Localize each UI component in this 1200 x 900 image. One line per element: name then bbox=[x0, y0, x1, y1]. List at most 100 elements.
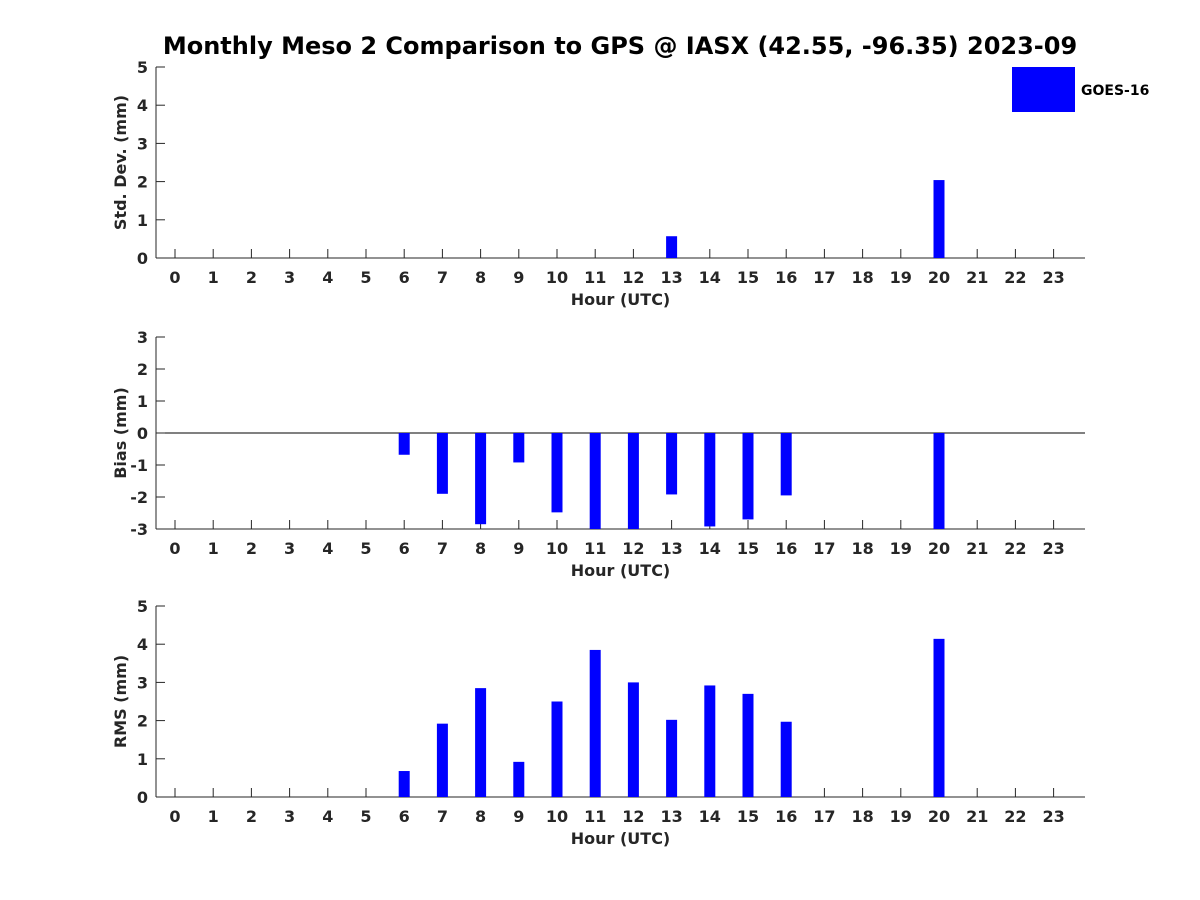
x-tick-label: 15 bbox=[737, 268, 759, 287]
figure-title: Monthly Meso 2 Comparison to GPS @ IASX … bbox=[163, 32, 1077, 60]
x-tick-label: 11 bbox=[584, 268, 606, 287]
bar-hour-14 bbox=[704, 685, 716, 797]
x-tick-label: 2 bbox=[246, 807, 257, 826]
y-tick-label: -3 bbox=[130, 520, 148, 539]
x-tick-label: 16 bbox=[775, 268, 797, 287]
x-tick-label: 5 bbox=[360, 807, 371, 826]
y-tick-label: 5 bbox=[137, 597, 148, 616]
x-tick-label: 3 bbox=[284, 807, 295, 826]
x-tick-label: 0 bbox=[169, 807, 180, 826]
x-tick-label: 13 bbox=[660, 268, 682, 287]
x-tick-label: 21 bbox=[966, 807, 988, 826]
x-tick-label: 17 bbox=[813, 807, 835, 826]
x-tick-label: 18 bbox=[851, 268, 873, 287]
bar-hour-6 bbox=[398, 771, 410, 797]
x-tick-label: 1 bbox=[208, 807, 219, 826]
x-tick-label: 4 bbox=[322, 539, 333, 558]
bar-hour-7 bbox=[436, 433, 448, 494]
bar-hour-20 bbox=[933, 638, 945, 797]
y-tick-label: 1 bbox=[137, 750, 148, 769]
legend: GOES-16 bbox=[1012, 67, 1149, 112]
x-tick-label: 8 bbox=[475, 539, 486, 558]
x-tick-label: 21 bbox=[966, 539, 988, 558]
y-axis-label: RMS (mm) bbox=[111, 655, 130, 748]
x-tick-label: 22 bbox=[1004, 268, 1026, 287]
x-tick-label: 9 bbox=[513, 807, 524, 826]
bar-hour-15 bbox=[742, 433, 754, 520]
x-tick-label: 23 bbox=[1042, 268, 1064, 287]
bar-hour-9 bbox=[513, 433, 525, 463]
x-tick-label: 15 bbox=[737, 539, 759, 558]
bar-hour-20 bbox=[933, 433, 945, 529]
x-tick-label: 4 bbox=[322, 807, 333, 826]
bar-hour-10 bbox=[551, 701, 563, 797]
x-tick-label: 18 bbox=[851, 807, 873, 826]
x-tick-label: 6 bbox=[399, 268, 410, 287]
x-axis-label: Hour (UTC) bbox=[571, 561, 671, 580]
x-tick-label: 7 bbox=[437, 807, 448, 826]
bar-hour-16 bbox=[780, 433, 792, 496]
bar-hour-16 bbox=[780, 721, 792, 797]
x-tick-label: 18 bbox=[851, 539, 873, 558]
y-tick-label: 2 bbox=[137, 712, 148, 731]
x-tick-label: 12 bbox=[622, 807, 644, 826]
x-tick-label: 13 bbox=[660, 539, 682, 558]
x-tick-label: 22 bbox=[1004, 539, 1026, 558]
bar-hour-11 bbox=[589, 649, 601, 797]
y-tick-label: 3 bbox=[137, 328, 148, 347]
x-tick-label: 21 bbox=[966, 268, 988, 287]
y-tick-label: 3 bbox=[137, 134, 148, 153]
x-tick-label: 20 bbox=[928, 268, 950, 287]
bar-hour-9 bbox=[513, 761, 525, 797]
x-tick-label: 20 bbox=[928, 807, 950, 826]
x-tick-label: 17 bbox=[813, 539, 835, 558]
x-tick-label: 11 bbox=[584, 807, 606, 826]
x-tick-label: 4 bbox=[322, 268, 333, 287]
legend-swatch bbox=[1012, 67, 1075, 112]
x-tick-label: 6 bbox=[399, 539, 410, 558]
x-tick-label: 15 bbox=[737, 807, 759, 826]
bar-hour-14 bbox=[704, 433, 716, 527]
x-tick-label: 22 bbox=[1004, 807, 1026, 826]
x-tick-label: 14 bbox=[699, 807, 721, 826]
x-tick-label: 12 bbox=[622, 539, 644, 558]
x-tick-label: 0 bbox=[169, 539, 180, 558]
y-axis-label: Bias (mm) bbox=[111, 387, 130, 479]
y-tick-label: -1 bbox=[130, 456, 148, 475]
x-tick-label: 1 bbox=[208, 268, 219, 287]
x-tick-label: 14 bbox=[699, 268, 721, 287]
x-tick-label: 16 bbox=[775, 539, 797, 558]
y-tick-label: 3 bbox=[137, 673, 148, 692]
x-tick-label: 23 bbox=[1042, 539, 1064, 558]
y-tick-label: 2 bbox=[137, 173, 148, 192]
bar-hour-20 bbox=[933, 180, 945, 258]
x-tick-label: 20 bbox=[928, 539, 950, 558]
x-tick-label: 7 bbox=[437, 268, 448, 287]
bar-hour-10 bbox=[551, 433, 563, 513]
y-tick-label: 4 bbox=[137, 635, 148, 654]
x-tick-label: 5 bbox=[360, 268, 371, 287]
x-tick-label: 10 bbox=[546, 268, 568, 287]
x-tick-label: 3 bbox=[284, 539, 295, 558]
x-tick-label: 5 bbox=[360, 539, 371, 558]
x-tick-label: 2 bbox=[246, 268, 257, 287]
x-tick-label: 19 bbox=[890, 539, 912, 558]
y-tick-label: 2 bbox=[137, 360, 148, 379]
x-tick-label: 9 bbox=[513, 268, 524, 287]
bar-hour-13 bbox=[666, 433, 678, 495]
x-tick-label: 23 bbox=[1042, 807, 1064, 826]
x-axis-label: Hour (UTC) bbox=[571, 290, 671, 309]
bar-hour-6 bbox=[398, 433, 410, 455]
x-tick-label: 1 bbox=[208, 539, 219, 558]
y-tick-label: 0 bbox=[137, 788, 148, 807]
x-tick-label: 9 bbox=[513, 539, 524, 558]
x-tick-label: 8 bbox=[475, 268, 486, 287]
bar-hour-7 bbox=[436, 723, 448, 797]
x-tick-label: 7 bbox=[437, 539, 448, 558]
bar-hour-12 bbox=[627, 682, 639, 797]
x-tick-label: 13 bbox=[660, 807, 682, 826]
x-tick-label: 19 bbox=[890, 807, 912, 826]
